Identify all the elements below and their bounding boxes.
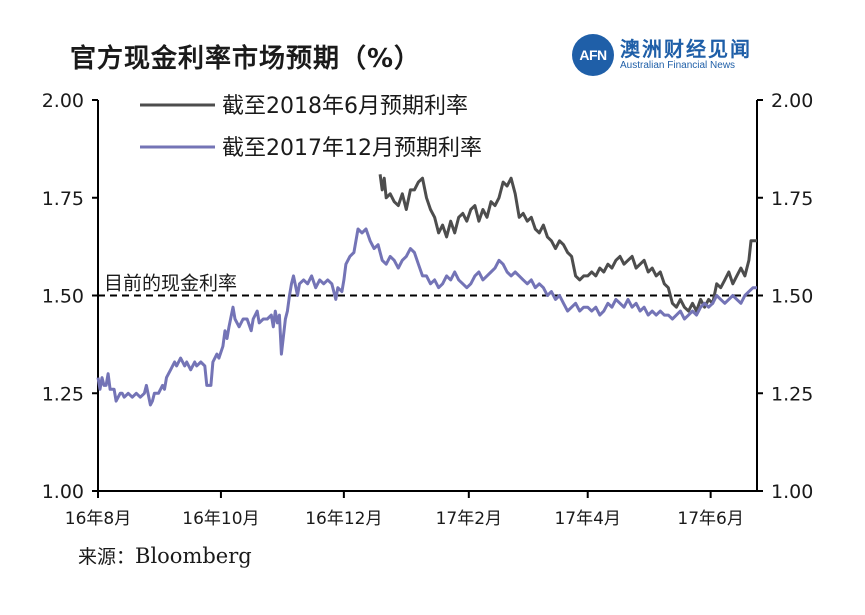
x-tick-label: 16年12月	[305, 509, 382, 529]
logo-name-en: Australian Financial News	[620, 60, 736, 71]
x-tick-label: 17年4月	[554, 509, 620, 529]
source-label: 来源：	[78, 546, 136, 568]
logo-text: 澳洲财经见闻 Australian Financial News	[620, 38, 752, 72]
logo-name-cn: 澳洲财经见闻	[620, 37, 752, 61]
x-tick-label: 17年2月	[436, 509, 502, 529]
x-tick-label: 16年8月	[65, 509, 131, 529]
y-tick-label-right: 1.25	[771, 383, 813, 405]
legend-label: 截至2017年12月预期利率	[222, 136, 482, 161]
afn-logo-icon: AFN	[572, 34, 614, 76]
afn-logo: AFN 澳洲财经见闻 Australian Financial News	[572, 34, 752, 76]
source-name: Bloomberg	[135, 544, 252, 568]
series-line-2017-dec	[96, 227, 757, 407]
source-note: 来源：Bloomberg	[78, 542, 252, 569]
x-tick-label: 17年6月	[677, 509, 743, 529]
y-tick-label-right: 1.75	[771, 188, 813, 210]
y-tick-label-left: 1.75	[42, 188, 84, 210]
y-tick-label-left: 2.00	[42, 90, 84, 112]
y-tick-label-right: 1.00	[771, 481, 813, 503]
y-tick-label-right: 1.50	[771, 286, 813, 308]
reference-line-label: 目前的现金利率	[104, 273, 237, 295]
legend-label: 截至2018年6月预期利率	[222, 94, 468, 119]
y-tick-label-right: 2.00	[771, 90, 813, 112]
y-tick-label-left: 1.50	[42, 286, 84, 308]
series-line-2018-jun	[378, 174, 757, 313]
chart-title: 官方现金利率市场预期（%）	[70, 44, 422, 74]
y-tick-label-left: 1.25	[42, 383, 84, 405]
x-tick-label: 16年10月	[182, 509, 259, 529]
y-tick-label-left: 1.00	[42, 481, 84, 503]
